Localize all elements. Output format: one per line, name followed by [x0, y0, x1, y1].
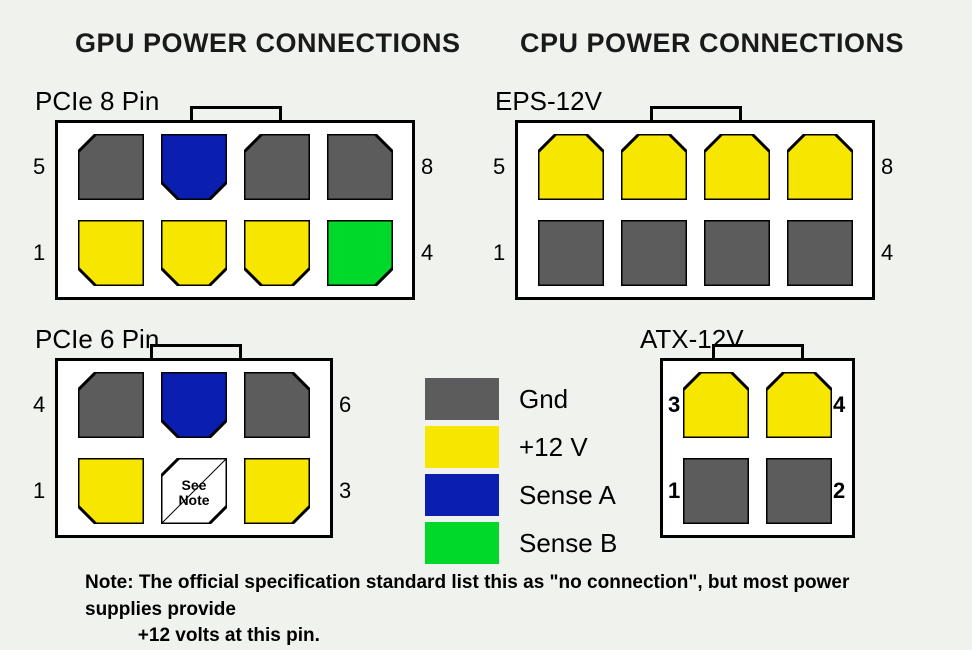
- eps12v-pin-number: 1: [493, 240, 505, 266]
- cpu-section-title: CPU POWER CONNECTIONS: [520, 28, 904, 59]
- pcie8-clip: [190, 106, 282, 120]
- pcie6-pin-number: 1: [33, 478, 45, 504]
- pcie8-pin-number: 4: [421, 240, 433, 266]
- legend-label: +12 V: [519, 432, 588, 463]
- eps12v-pin-number: 4: [881, 240, 893, 266]
- pcie6-title: PCIe 6 Pin: [35, 324, 159, 355]
- eps12v-pin: [704, 220, 770, 286]
- pcie6-pin: [78, 458, 144, 524]
- eps12v-pin: [538, 134, 604, 200]
- eps12v-pin-number: 8: [881, 154, 893, 180]
- eps12v-pin: [538, 220, 604, 286]
- legend-label: Gnd: [519, 384, 568, 415]
- pcie8-pin: [161, 134, 227, 200]
- pcie6-clip: [150, 344, 242, 358]
- eps12v-pin: [787, 220, 853, 286]
- legend-swatch: [425, 522, 499, 564]
- eps12v-title: EPS-12V: [495, 86, 602, 117]
- pcie8-pin: [161, 220, 227, 286]
- pcie8-pin-number: 5: [33, 154, 45, 180]
- pcie6-pin: [161, 372, 227, 438]
- pcie6-pin: [161, 458, 227, 524]
- legend-label: Sense B: [519, 528, 617, 559]
- gpu-section-title: GPU POWER CONNECTIONS: [75, 28, 461, 59]
- pcie8-pin: [244, 134, 310, 200]
- atx12v-pin: [683, 458, 749, 524]
- legend-label: Sense A: [519, 480, 616, 511]
- legend-swatch: [425, 474, 499, 516]
- pcie8-pin: [244, 220, 310, 286]
- pcie8-pin-number: 1: [33, 240, 45, 266]
- atx12v-pin: [683, 372, 749, 438]
- pcie6-pin: [78, 372, 144, 438]
- eps12v-pin-number: 5: [493, 154, 505, 180]
- eps12v-pin: [787, 134, 853, 200]
- power-connector-diagram: GPU POWER CONNECTIONS CPU POWER CONNECTIO…: [0, 0, 972, 643]
- pcie8-pin: [327, 220, 393, 286]
- atx12v-pin-number: 3: [668, 392, 680, 418]
- eps12v-pin: [704, 134, 770, 200]
- pcie6-pin-number: 3: [339, 478, 351, 504]
- atx12v-pin: [766, 372, 832, 438]
- legend-swatch: [425, 426, 499, 468]
- pcie6-pin: [244, 372, 310, 438]
- atx12v-pin-number: 2: [833, 478, 845, 504]
- eps12v-pin: [621, 134, 687, 200]
- pcie6-pin-number: 6: [339, 392, 351, 418]
- atx12v-pin-number: 4: [833, 392, 845, 418]
- pcie8-pin: [327, 134, 393, 200]
- pcie8-pin-number: 8: [421, 154, 433, 180]
- footnote: Note: The official specification standar…: [85, 570, 905, 650]
- atx12v-pin: [766, 458, 832, 524]
- eps12v-pin: [621, 220, 687, 286]
- pcie8-title: PCIe 8 Pin: [35, 86, 159, 117]
- eps12v-clip: [650, 106, 742, 120]
- atx12v-pin-number: 1: [668, 478, 680, 504]
- pcie8-pin: [78, 134, 144, 200]
- pcie6-pin-number: 4: [33, 392, 45, 418]
- atx12v-clip: [712, 344, 804, 358]
- legend-swatch: [425, 378, 499, 420]
- pcie8-pin: [78, 220, 144, 286]
- pcie6-pin: [244, 458, 310, 524]
